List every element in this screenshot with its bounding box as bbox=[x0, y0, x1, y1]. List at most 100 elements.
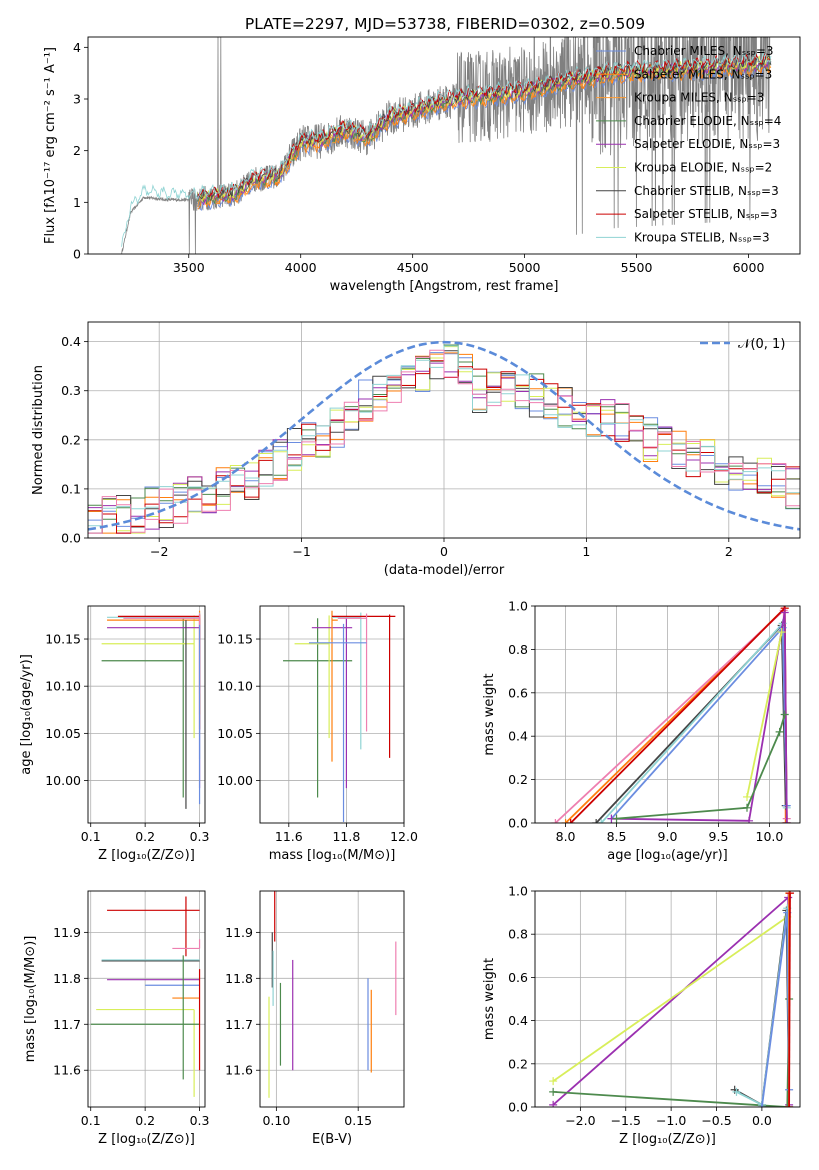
mw_vs_age-frame bbox=[534, 605, 801, 824]
x-tick-label: 0.10 bbox=[262, 1113, 290, 1128]
marker-plus bbox=[551, 819, 560, 823]
x-tick-label: 0.15 bbox=[344, 1113, 372, 1128]
x-tick-label: 0.2 bbox=[135, 829, 155, 844]
x-tick-label: 0.1 bbox=[81, 1113, 101, 1128]
y-tick-label: 4 bbox=[73, 40, 81, 55]
mass_vs_ebv-points bbox=[268, 891, 397, 1098]
mw_vs_Z-axes: −2.0 −1.5 −1.0 −0.5 0.0 0.0 0.2 0.4 0.6 0.8 1.0 Z [… bbox=[482, 884, 800, 1147]
legend-entry: Salpeter ELODIE, Nₛₛₚ=3 bbox=[634, 137, 780, 151]
residual-legend: 𝒩(0, 1) bbox=[700, 337, 785, 352]
y-tick-label: 0.8 bbox=[508, 642, 528, 657]
x-axis-label: mass [log₁₀(M/M⊙)] bbox=[269, 848, 396, 863]
x-tick-label: −2.0 bbox=[565, 1113, 595, 1128]
x-tick-label: 3500 bbox=[173, 260, 205, 275]
mw_vs_Z-lines bbox=[549, 891, 795, 1107]
series-krou_elodie bbox=[746, 631, 783, 798]
legend-entry: Chabrier ELODIE, Nₛₛₚ=4 bbox=[634, 114, 781, 128]
y-tick-label: 0.4 bbox=[61, 334, 81, 349]
y-tick-label: 10.10 bbox=[217, 679, 253, 694]
y-tick-label: 0.0 bbox=[508, 816, 528, 831]
y-tick-label: 0.4 bbox=[508, 729, 528, 744]
x-tick-label: −1.0 bbox=[656, 1113, 686, 1128]
x-axis-label: (data-model)/error bbox=[384, 563, 505, 578]
marker-plus bbox=[592, 819, 601, 823]
x-tick-label: 2 bbox=[725, 544, 733, 559]
gaussian-curve bbox=[88, 340, 800, 531]
x-tick-label: −1.5 bbox=[611, 1113, 641, 1128]
x-tick-label: 0.1 bbox=[81, 829, 101, 844]
marker-plus bbox=[777, 628, 786, 637]
marker-plus bbox=[732, 1087, 741, 1096]
x-tick-label: 5500 bbox=[621, 260, 653, 275]
y-tick-label: 0 bbox=[73, 247, 81, 262]
marker-plus bbox=[785, 1103, 794, 1107]
y-tick-label: 11.9 bbox=[225, 925, 253, 940]
x-tick-label: 9.0 bbox=[658, 829, 678, 844]
y-tick-label: 0.0 bbox=[508, 1100, 528, 1115]
age_vs_Z-frame bbox=[87, 605, 206, 824]
y-tick-label: 0.0 bbox=[61, 531, 81, 546]
model-krou_stelib bbox=[121, 50, 772, 247]
x-tick-label: 1 bbox=[582, 544, 590, 559]
x-tick-label: 0.2 bbox=[135, 1113, 155, 1128]
y-tick-label: 1.0 bbox=[508, 599, 528, 614]
legend-entry: Kroupa STELIB, Nₛₛₚ=3 bbox=[634, 230, 770, 244]
marker-plus bbox=[780, 710, 789, 719]
x-tick-label: 0.3 bbox=[190, 1113, 210, 1128]
x-tick-label: 11.6 bbox=[275, 829, 303, 844]
x-tick-label: 11.8 bbox=[332, 829, 360, 844]
x-tick-label: 8.5 bbox=[607, 829, 627, 844]
x-tick-label: 4000 bbox=[285, 260, 317, 275]
residuals-frame bbox=[87, 321, 801, 539]
series-chab_elodie bbox=[616, 714, 786, 820]
x-axis-label: Z [log₁₀(Z/Z⊙)] bbox=[619, 1132, 716, 1147]
mw_vs_age-axes: 8.0 8.5 9.0 9.5 10.0 0.0 0.2 0.4 0.6 0.8 1.0 age [l… bbox=[482, 599, 800, 863]
y-axis-label: Normed distribution bbox=[31, 365, 46, 495]
marker-plus bbox=[786, 891, 795, 898]
x-tick-label: 6000 bbox=[733, 260, 765, 275]
y-axis-label: mass weight bbox=[482, 958, 497, 1040]
y-tick-label: 11.6 bbox=[225, 1063, 253, 1078]
y-axis-label: Flux [fλ10⁻¹⁷ erg cm⁻² s⁻¹ A⁻¹] bbox=[43, 47, 58, 244]
mass_vs_ebv-frame bbox=[259, 890, 405, 1108]
residuals-axes: −2 −1 0 1 2 0.0 0.1 0.2 0.3 0.4 (data-model)/error… bbox=[31, 322, 800, 578]
spectrum-legend: Chabrier MILES, Nₛₛₚ=3 Salpeter MILES, Nₛ… bbox=[596, 44, 781, 244]
histogram-pink bbox=[88, 349, 800, 534]
marker-plus bbox=[780, 608, 789, 617]
y-tick-label: 0.4 bbox=[508, 1013, 528, 1028]
y-tick-label: 0.6 bbox=[508, 970, 528, 985]
y-tick-label: 1.0 bbox=[508, 884, 528, 899]
y-tick-label: 10.00 bbox=[217, 773, 253, 788]
x-tick-label: −2 bbox=[150, 544, 168, 559]
y-tick-label: 0.2 bbox=[508, 772, 528, 787]
mw_vs_Z-frame bbox=[534, 890, 801, 1108]
y-axis-label: age [log₁₀(age/yr)] bbox=[19, 654, 34, 775]
y-tick-label: 11.8 bbox=[53, 971, 81, 986]
marker-plus bbox=[757, 1103, 766, 1107]
x-tick-label: 0.0 bbox=[752, 1113, 772, 1128]
mass_vs_Z-points bbox=[90, 896, 201, 1097]
y-tick-label: 11.6 bbox=[53, 1063, 81, 1078]
y-tick-label: 11.9 bbox=[53, 925, 81, 940]
marker-plus bbox=[612, 814, 621, 823]
x-axis-label: age [log₁₀(age/yr)] bbox=[607, 848, 728, 863]
y-tick-label: 1 bbox=[73, 195, 81, 210]
x-tick-label: 4500 bbox=[397, 260, 429, 275]
marker-plus bbox=[775, 727, 784, 736]
legend-entry: Kroupa MILES, Nₛₛₚ=3 bbox=[634, 91, 764, 105]
y-tick-label: 0.2 bbox=[61, 432, 81, 447]
legend-entry: Chabrier MILES, Nₛₛₚ=3 bbox=[634, 44, 774, 58]
y-tick-label: 0.1 bbox=[61, 481, 81, 496]
spectrum-frame bbox=[87, 36, 801, 255]
marker-plus bbox=[597, 819, 606, 823]
x-tick-label: −1 bbox=[292, 544, 310, 559]
residual-histograms bbox=[88, 340, 800, 534]
y-tick-label: 11.7 bbox=[53, 1017, 81, 1032]
series-salp_elodie bbox=[611, 612, 788, 823]
y-tick-label: 10.05 bbox=[45, 726, 81, 741]
legend-entry: 𝒩(0, 1) bbox=[738, 337, 785, 352]
x-axis-label: wavelength [Angstrom, rest frame] bbox=[330, 279, 559, 294]
y-axis-label: mass weight bbox=[482, 673, 497, 755]
legend-entry: Salpeter STELIB, Nₛₛₚ=3 bbox=[634, 207, 778, 221]
